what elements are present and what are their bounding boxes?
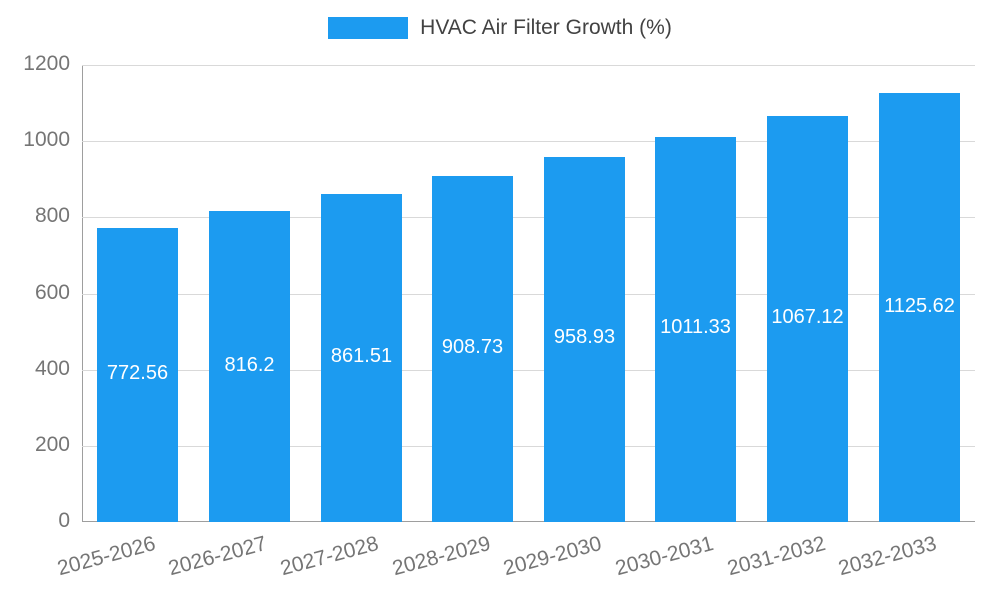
bar-2027-2028 <box>321 193 402 522</box>
legend-label: HVAC Air Filter Growth (%) <box>420 16 672 39</box>
legend-swatch <box>328 17 409 39</box>
legend: HVAC Air Filter Growth (%) <box>0 16 1000 40</box>
gridline <box>82 65 975 66</box>
bar-2032-2033 <box>879 93 960 522</box>
bar-2025-2026 <box>97 227 178 522</box>
bar-value-label: 816.2 <box>224 353 275 376</box>
bar-value-label: 1125.62 <box>884 294 955 317</box>
bar-2026-2027 <box>209 211 290 522</box>
y-tick-label: 600 <box>34 280 70 304</box>
x-axis-line <box>82 521 975 522</box>
y-tick-label: 800 <box>34 204 70 228</box>
bar-2029-2030 <box>544 156 625 522</box>
bar-2030-2031 <box>655 136 736 522</box>
gridline <box>82 141 975 143</box>
gridline <box>82 445 975 447</box>
bar-value-label: 908.73 <box>441 335 504 358</box>
bar-value-label: 772.56 <box>106 361 169 384</box>
y-tick-label: 400 <box>34 356 70 380</box>
y-tick-label: 1000 <box>23 128 70 152</box>
bar-value-label: 958.93 <box>553 326 616 349</box>
y-tick-label: 1200 <box>23 52 70 75</box>
bar-2028-2029 <box>432 175 513 522</box>
bar-value-label: 1011.33 <box>660 316 731 339</box>
y-tick-label: 200 <box>34 432 70 456</box>
gridline <box>82 217 975 219</box>
plot-area: 772.56 816.2 861.51 908.73 958.93 1011.33 1067… <box>82 65 975 522</box>
gridline <box>82 293 975 295</box>
gridline <box>82 369 975 371</box>
bar-value-label: 1067.12 <box>771 305 844 328</box>
y-tick-label: 0 <box>58 509 70 532</box>
bar-2031-2032 <box>767 115 848 522</box>
bar-value-label: 861.51 <box>330 344 393 367</box>
